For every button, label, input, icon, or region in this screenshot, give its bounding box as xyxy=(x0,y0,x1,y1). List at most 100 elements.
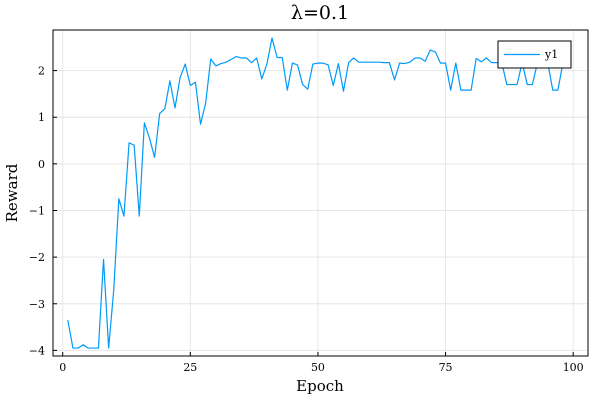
series-line-y1 xyxy=(67,37,564,349)
data-point xyxy=(190,85,191,86)
data-point xyxy=(516,84,517,85)
data-point xyxy=(210,58,211,59)
data-point xyxy=(328,64,329,65)
data-point xyxy=(159,113,160,114)
y-tick-label: −2 xyxy=(29,251,45,264)
data-point xyxy=(128,142,129,143)
chart-title: λ=0.1 xyxy=(291,2,349,24)
data-point xyxy=(113,289,114,290)
data-point xyxy=(343,91,344,92)
data-point xyxy=(103,259,104,260)
x-tick-label: 75 xyxy=(439,361,453,374)
data-point xyxy=(430,49,431,50)
grid-lines xyxy=(53,30,588,356)
data-point xyxy=(195,82,196,83)
y-tick-label: 1 xyxy=(38,111,45,124)
data-point xyxy=(277,57,278,58)
data-point xyxy=(527,84,528,85)
data-point xyxy=(241,57,242,58)
data-point xyxy=(445,63,446,64)
y-tick-label: 0 xyxy=(38,158,45,171)
data-point xyxy=(144,122,145,123)
data-point xyxy=(419,57,420,58)
data-point xyxy=(363,62,364,63)
y-axis-label: Reward xyxy=(3,163,21,222)
data-point xyxy=(455,63,456,64)
data-point xyxy=(180,77,181,78)
data-point xyxy=(506,84,507,85)
data-point xyxy=(379,62,380,63)
data-point xyxy=(440,63,441,64)
data-point xyxy=(307,89,308,90)
data-point xyxy=(149,138,150,139)
data-point xyxy=(460,90,461,91)
data-point xyxy=(266,63,267,64)
data-point xyxy=(261,78,262,79)
data-point xyxy=(231,59,232,60)
plot-frame xyxy=(52,29,589,357)
data-point xyxy=(174,107,175,108)
data-point xyxy=(169,80,170,81)
data-point xyxy=(185,63,186,64)
data-point xyxy=(287,90,288,91)
data-point xyxy=(246,57,247,58)
data-point xyxy=(389,62,390,63)
data-point xyxy=(491,62,492,63)
data-point xyxy=(292,63,293,64)
data-point xyxy=(348,62,349,63)
data-point xyxy=(322,63,323,64)
tick-marks xyxy=(53,70,574,356)
data-point xyxy=(532,84,533,85)
tick-labels: 0 25 50 75 100 −4 −3 −2 −1 0 1 2 xyxy=(29,65,584,374)
data-point xyxy=(225,62,226,63)
y-tick-label: −3 xyxy=(29,298,45,311)
data-point xyxy=(297,64,298,65)
x-axis-label: Epoch xyxy=(296,377,344,395)
data-point xyxy=(399,63,400,64)
data-point xyxy=(368,62,369,63)
data-point xyxy=(384,62,385,63)
data-point xyxy=(72,347,73,348)
data-point xyxy=(164,108,165,109)
data-point xyxy=(215,65,216,66)
data-point xyxy=(312,63,313,64)
data-point xyxy=(134,145,135,146)
data-point xyxy=(154,157,155,158)
x-tick-label: 50 xyxy=(311,361,325,374)
data-point xyxy=(465,90,466,91)
legend: y1 xyxy=(497,40,572,69)
data-point xyxy=(302,84,303,85)
data-point xyxy=(476,58,477,59)
data-point xyxy=(220,63,221,64)
data-point xyxy=(108,347,109,348)
data-point xyxy=(425,61,426,62)
data-point xyxy=(557,90,558,91)
series-layer xyxy=(67,37,564,349)
data-point xyxy=(414,57,415,58)
data-point xyxy=(200,124,201,125)
y-tick-label: −4 xyxy=(29,344,45,357)
data-point xyxy=(496,62,497,63)
x-tick-label: 100 xyxy=(563,361,584,374)
data-point xyxy=(486,57,487,58)
data-point xyxy=(88,347,89,348)
data-point xyxy=(77,347,78,348)
data-point xyxy=(139,215,140,216)
data-point xyxy=(93,347,94,348)
data-point xyxy=(118,198,119,199)
data-point xyxy=(511,84,512,85)
y-tick-label: 2 xyxy=(38,65,45,78)
y-tick-label: −1 xyxy=(29,204,45,217)
data-point xyxy=(317,63,318,64)
data-point xyxy=(404,63,405,64)
data-point xyxy=(282,57,283,58)
data-point xyxy=(358,62,359,63)
data-point xyxy=(450,90,451,91)
legend-label-y1: y1 xyxy=(544,48,558,61)
data-point xyxy=(353,57,354,58)
data-point xyxy=(83,344,84,345)
x-tick-label: 25 xyxy=(183,361,197,374)
data-point xyxy=(256,57,257,58)
data-point xyxy=(271,37,272,38)
